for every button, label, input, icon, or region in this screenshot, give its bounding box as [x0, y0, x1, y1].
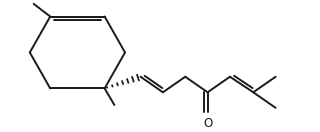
Text: O: O [203, 117, 212, 130]
